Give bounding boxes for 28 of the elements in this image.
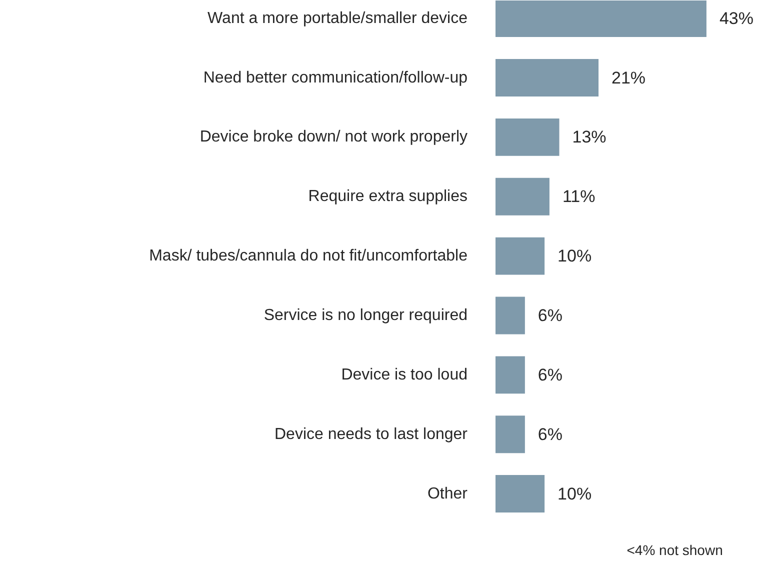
data-label: 10% [558,246,592,266]
y-tick-label: Service is no longer required [264,306,468,324]
data-label: 6% [538,424,563,444]
bar [496,416,525,454]
bar [496,475,545,512]
data-label: 21% [612,68,646,88]
bar [496,356,525,394]
y-tick-label: Device is too loud [341,366,468,384]
y-tick-label: Device needs to last longer [274,426,468,443]
data-label: 10% [558,484,592,504]
data-label: 6% [538,306,563,325]
bar [496,178,550,216]
y-tick-label: Other [427,485,468,502]
y-tick-label: Want a more portable/smaller device [208,10,468,27]
text: <4% not shown [626,542,723,558]
data-label: 43% [719,8,754,28]
y-tick-label: Device broke down/ not work properly [200,128,468,146]
data-label: 6% [538,365,563,384]
bar [496,59,599,96]
data-label: 11% [562,187,596,206]
bar [496,237,545,275]
bar [496,296,525,334]
data-label: 13% [572,128,606,147]
bar [496,0,706,38]
y-tick-label: Mask/ tubes/cannula do not fit/uncomfortable [149,248,468,265]
y-tick-label: Require extra supplies [308,188,468,206]
y-tick-label: Need better communication/follow-up [203,69,468,86]
bar [496,118,560,156]
